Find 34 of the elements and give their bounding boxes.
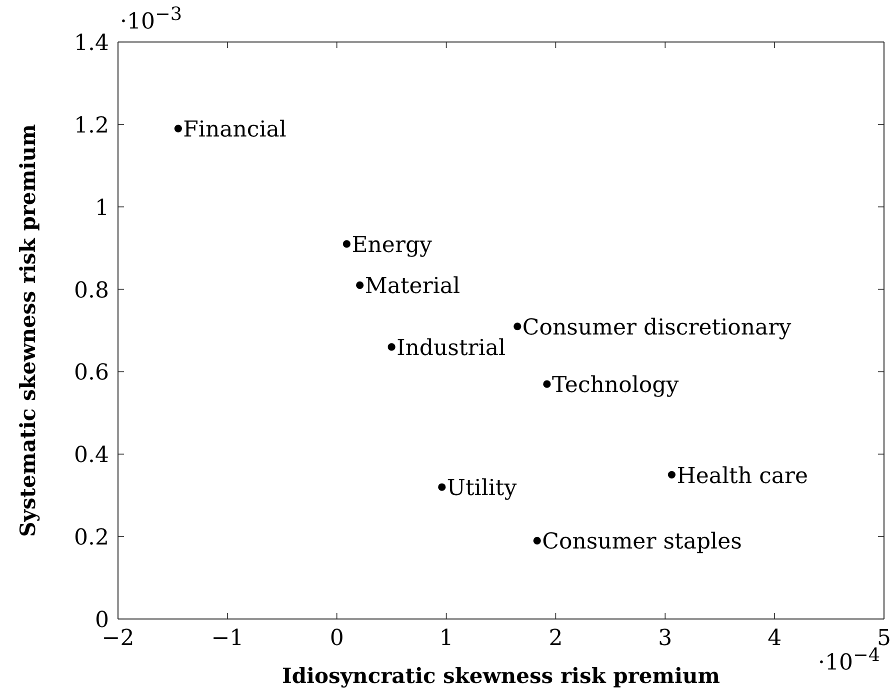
- x-axis-title: Idiosyncratic skewness risk premium: [282, 663, 720, 688]
- point: [533, 536, 541, 544]
- series-label: Health care: [676, 464, 808, 489]
- y-axis-title: Systematic skewness risk premium: [14, 124, 40, 537]
- series-label: Energy: [352, 232, 433, 258]
- point: [174, 124, 182, 132]
- series-label: Consumer discretionary: [522, 315, 792, 340]
- series-label: Material: [364, 274, 460, 300]
- point: [388, 343, 396, 351]
- point: [514, 322, 522, 330]
- y-tick-label: 0.6: [74, 360, 109, 386]
- point: [668, 470, 676, 479]
- point: [438, 483, 446, 491]
- x-tick-label: 4: [768, 626, 782, 651]
- series-label: Consumer staples: [542, 530, 742, 555]
- series-label: Technology: [552, 373, 680, 398]
- y-tick-label: 0.4: [74, 443, 109, 468]
- y-tick-label: 1.2: [74, 113, 109, 138]
- series-label: Industrial: [396, 336, 506, 361]
- point: [342, 240, 351, 248]
- series-label: Financial: [183, 118, 286, 143]
- y-tick-label: 1.4: [74, 31, 109, 56]
- y-tick-label: 0.8: [74, 278, 109, 304]
- x-tick-label: 3: [658, 626, 672, 651]
- point: [543, 380, 551, 388]
- x-tick-label: 2: [548, 626, 563, 651]
- series-label: Utility: [446, 476, 518, 502]
- x-tick-label: 1: [439, 626, 454, 651]
- x-tick-label: 0: [330, 626, 344, 651]
- x-tick-label: −1: [211, 626, 244, 651]
- point: [356, 281, 364, 289]
- text: ·10$^{−3}$: [120, 4, 182, 36]
- y-tick-label: 0.2: [74, 526, 109, 551]
- y-tick-label: 1: [95, 196, 109, 221]
